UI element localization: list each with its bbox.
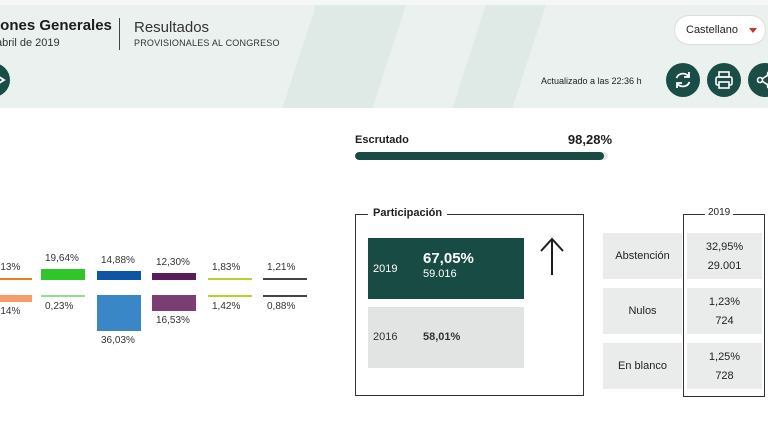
- last-updated: Actualizado a las 22:36 h: [541, 76, 642, 86]
- party-bar-2019: [0, 278, 32, 280]
- participation-current-percent: 67,05%: [423, 250, 474, 267]
- party-bar-2019: [41, 268, 85, 280]
- stat-percent: 1,25%: [708, 351, 741, 363]
- stat-count: 724: [715, 315, 734, 327]
- header-divider: [119, 18, 120, 50]
- top-border: [0, 0, 768, 5]
- election-title: iones Generales: [0, 17, 112, 34]
- header-decoration: [452, 0, 548, 108]
- print-button[interactable]: [707, 63, 741, 97]
- party-bar-2019: [263, 278, 307, 280]
- header-decoration: [282, 0, 408, 108]
- scrutiny-progress-fill: [355, 152, 604, 160]
- stat-label-null: Nulos: [603, 288, 682, 334]
- party-percent-2019: 14,88%: [101, 255, 135, 267]
- stat-count: 29.001: [707, 260, 742, 272]
- header-banner: [0, 0, 768, 108]
- participation-title: Participación: [368, 207, 448, 219]
- chevron-down-icon: [749, 28, 757, 33]
- refresh-button[interactable]: [666, 63, 700, 97]
- scrutiny-label: Escrutado: [355, 134, 409, 146]
- participation-panel: [355, 214, 584, 396]
- stat-value-abstention: 32,95% 29.001: [687, 233, 762, 279]
- party-percent-2019: 19,64%: [45, 252, 79, 264]
- participation-previous-percent: 58,01%: [423, 331, 461, 343]
- stat-label-abstention: Abstención: [603, 233, 682, 279]
- share-icon: [756, 71, 768, 89]
- history-icon: [0, 76, 6, 84]
- party-percent-2016: 0,88%: [267, 301, 296, 312]
- scrutiny-progress-bar: [355, 152, 608, 160]
- stat-value-blank: 1,25% 728: [687, 343, 762, 389]
- section-subtitle: PROVISIONALES AL CONGRESO: [134, 38, 280, 48]
- party-bar-2019: [208, 278, 252, 280]
- party-percent-2016: 36,03%: [101, 334, 135, 346]
- stat-percent: 1,23%: [708, 296, 741, 308]
- up-arrow-icon: [540, 237, 564, 275]
- stat-count: 728: [715, 370, 734, 382]
- party-percent-2016: 7,14%: [0, 306, 21, 318]
- party-bar-2019: [152, 272, 196, 280]
- party-percent-2019: 0,13%: [0, 262, 21, 273]
- history-button[interactable]: [0, 63, 10, 97]
- party-bar-2016: [263, 295, 307, 297]
- stat-label-blank: En blanco: [603, 343, 682, 389]
- language-select[interactable]: Castellano: [674, 15, 766, 45]
- participation-current-year: 2019: [373, 263, 398, 275]
- section-title: Resultados: [134, 19, 210, 36]
- party-bar-2016: [41, 295, 85, 297]
- party-bar-2016: [97, 295, 141, 331]
- participation-current-count: 59.016: [423, 268, 457, 280]
- party-percent-2016: 1,42%: [212, 301, 241, 312]
- stats-year: 2019: [705, 207, 734, 218]
- party-percent-2019: 12,30%: [156, 256, 190, 268]
- stat-value-null: 1,23% 724: [687, 288, 762, 334]
- stat-percent: 32,95%: [705, 241, 744, 253]
- print-icon: [715, 71, 733, 89]
- election-date: abril de 2019: [0, 37, 60, 49]
- party-percent-2016: 0,23%: [45, 301, 74, 312]
- language-label: Castellano: [686, 24, 738, 36]
- participation-current: 2019 67,05% 59.016: [368, 238, 524, 299]
- refresh-icon: [675, 72, 691, 88]
- party-bar-2019: [97, 271, 141, 280]
- party-bar-2016: [208, 295, 252, 297]
- party-percent-2019: 1,21%: [267, 262, 296, 273]
- party-percent-2019: 1,83%: [212, 262, 241, 273]
- party-percent-2016: 16,53%: [156, 315, 190, 327]
- participation-previous: 2016 58,01%: [368, 307, 524, 368]
- party-bar-2016: [0, 295, 32, 303]
- party-bar-2016: [152, 295, 196, 312]
- participation-previous-year: 2016: [373, 331, 398, 343]
- scrutiny-value: 98,28%: [567, 132, 612, 147]
